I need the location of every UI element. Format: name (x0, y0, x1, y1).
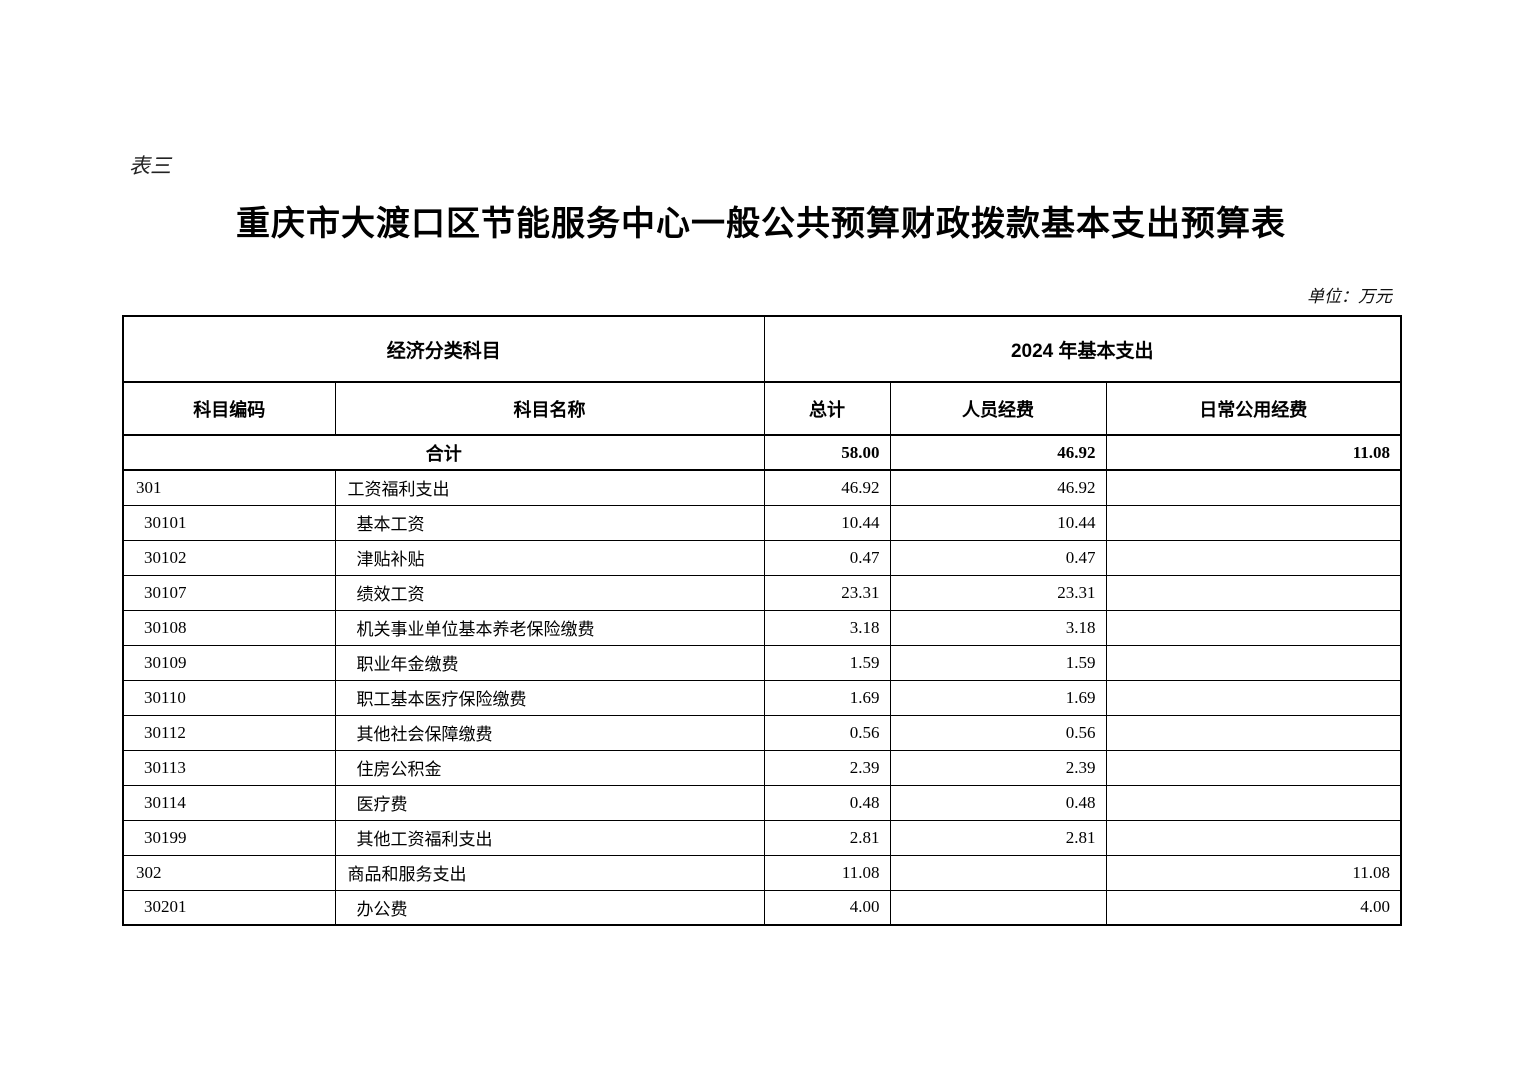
subject-code-cell: 30113 (122, 749, 336, 786)
header-columns-row: 科目编码 科目名称 总计 人员经费 日常公用经费 (122, 381, 1402, 436)
budget-table: 经济分类科目 2024 年基本支出 科目编码 科目名称 总计 人员经费 日常公用… (122, 315, 1403, 926)
table-row: 301 工资福利支出 46.92 46.92 (122, 469, 1402, 506)
subject-name-cell: 医疗费 (334, 784, 765, 821)
column-header-daily-public-funds: 日常公用经费 (1105, 381, 1402, 436)
subject-code-cell: 30114 (122, 784, 336, 821)
subject-name-cell: 工资福利支出 (334, 469, 765, 506)
daily-cell (1105, 539, 1402, 576)
unit-note: 单位：万元 (1307, 287, 1392, 306)
daily-cell (1105, 784, 1402, 821)
personnel-cell: 0.48 (889, 784, 1107, 821)
subject-code-cell: 301 (122, 469, 336, 506)
personnel-cell: 0.47 (889, 539, 1107, 576)
personnel-cell: 46.92 (889, 469, 1107, 506)
total-cell: 0.47 (763, 539, 891, 576)
personnel-cell (889, 889, 1107, 926)
total-row: 合计 58.00 46.92 11.08 (122, 434, 1402, 471)
header-economic-classification: 经济分类科目 (122, 315, 765, 383)
total-cell: 3.18 (763, 609, 891, 646)
column-header-subject-name: 科目名称 (334, 381, 765, 436)
personnel-cell (889, 854, 1107, 891)
total-row-label: 合计 (122, 434, 765, 471)
subject-code-cell: 30112 (122, 714, 336, 751)
column-header-total: 总计 (763, 381, 891, 436)
daily-cell (1105, 819, 1402, 856)
subject-name-cell: 办公费 (334, 889, 765, 926)
table-row: 30201 办公费 4.00 4.00 (122, 889, 1402, 926)
column-header-personnel-funds: 人员经费 (889, 381, 1107, 436)
subject-name-cell: 机关事业单位基本养老保险缴费 (334, 609, 765, 646)
subject-name-cell: 绩效工资 (334, 574, 765, 611)
column-header-subject-code: 科目编码 (122, 381, 336, 436)
subject-code-cell: 30110 (122, 679, 336, 716)
personnel-cell: 1.59 (889, 644, 1107, 681)
daily-cell (1105, 609, 1402, 646)
subject-code-cell: 30102 (122, 539, 336, 576)
personnel-cell: 0.56 (889, 714, 1107, 751)
table-row: 30199 其他工资福利支出 2.81 2.81 (122, 819, 1402, 856)
personnel-cell: 23.31 (889, 574, 1107, 611)
subject-code-cell: 30199 (122, 819, 336, 856)
table-header: 经济分类科目 2024 年基本支出 科目编码 科目名称 总计 人员经费 日常公用… (122, 315, 1402, 436)
subject-code-cell: 302 (122, 854, 336, 891)
header-2024-basic-expenditure: 2024 年基本支出 (763, 315, 1402, 383)
subject-name-cell: 其他社会保障缴费 (334, 714, 765, 751)
personnel-cell: 3.18 (889, 609, 1107, 646)
subject-code-cell: 30201 (122, 889, 336, 926)
table-row: 30113 住房公积金 2.39 2.39 (122, 749, 1402, 786)
personnel-cell: 2.81 (889, 819, 1107, 856)
subject-name-cell: 住房公积金 (334, 749, 765, 786)
total-cell: 23.31 (763, 574, 891, 611)
page-title: 重庆市大渡口区节能服务中心一般公共预算财政拨款基本支出预算表 (236, 206, 1286, 243)
daily-cell (1105, 714, 1402, 751)
total-cell: 4.00 (763, 889, 891, 926)
personnel-cell: 10.44 (889, 504, 1107, 541)
subject-code-cell: 30101 (122, 504, 336, 541)
subject-name-cell: 职工基本医疗保险缴费 (334, 679, 765, 716)
table-row: 30102 津贴补贴 0.47 0.47 (122, 539, 1402, 576)
personnel-cell: 1.69 (889, 679, 1107, 716)
daily-cell: 11.08 (1105, 854, 1402, 891)
daily-cell: 4.00 (1105, 889, 1402, 926)
table-row: 30101 基本工资 10.44 10.44 (122, 504, 1402, 541)
table-row: 30109 职业年金缴费 1.59 1.59 (122, 644, 1402, 681)
total-cell: 1.69 (763, 679, 891, 716)
total-cell: 2.39 (763, 749, 891, 786)
table-body: 合计 58.00 46.92 11.08 301 工资福利支出 46.92 46.92… (122, 434, 1402, 926)
personnel-cell: 2.39 (889, 749, 1107, 786)
form-label: 表三 (129, 154, 171, 178)
table-row: 30114 医疗费 0.48 0.48 (122, 784, 1402, 821)
header-group-row: 经济分类科目 2024 年基本支出 (122, 315, 1402, 383)
daily-cell (1105, 644, 1402, 681)
daily-cell (1105, 504, 1402, 541)
total-cell: 0.48 (763, 784, 891, 821)
subject-name-cell: 其他工资福利支出 (334, 819, 765, 856)
total-cell: 11.08 (763, 854, 891, 891)
total-cell: 10.44 (763, 504, 891, 541)
daily-cell (1105, 574, 1402, 611)
subject-code-cell: 30107 (122, 574, 336, 611)
table-row: 30110 职工基本医疗保险缴费 1.69 1.69 (122, 679, 1402, 716)
table-row: 30108 机关事业单位基本养老保险缴费 3.18 3.18 (122, 609, 1402, 646)
total-cell: 2.81 (763, 819, 891, 856)
total-cell: 46.92 (763, 469, 891, 506)
total-row-total-cell: 58.00 (763, 434, 891, 471)
total-row-personnel-cell: 46.92 (889, 434, 1107, 471)
table-row: 30107 绩效工资 23.31 23.31 (122, 574, 1402, 611)
subject-name-cell: 基本工资 (334, 504, 765, 541)
subject-code-cell: 30108 (122, 609, 336, 646)
subject-code-cell: 30109 (122, 644, 336, 681)
daily-cell (1105, 749, 1402, 786)
subject-name-cell: 商品和服务支出 (334, 854, 765, 891)
total-cell: 1.59 (763, 644, 891, 681)
total-cell: 0.56 (763, 714, 891, 751)
daily-cell (1105, 679, 1402, 716)
table-row: 30112 其他社会保障缴费 0.56 0.56 (122, 714, 1402, 751)
table-row: 302 商品和服务支出 11.08 11.08 (122, 854, 1402, 891)
daily-cell (1105, 469, 1402, 506)
subject-name-cell: 职业年金缴费 (334, 644, 765, 681)
total-row-daily-cell: 11.08 (1105, 434, 1402, 471)
subject-name-cell: 津贴补贴 (334, 539, 765, 576)
